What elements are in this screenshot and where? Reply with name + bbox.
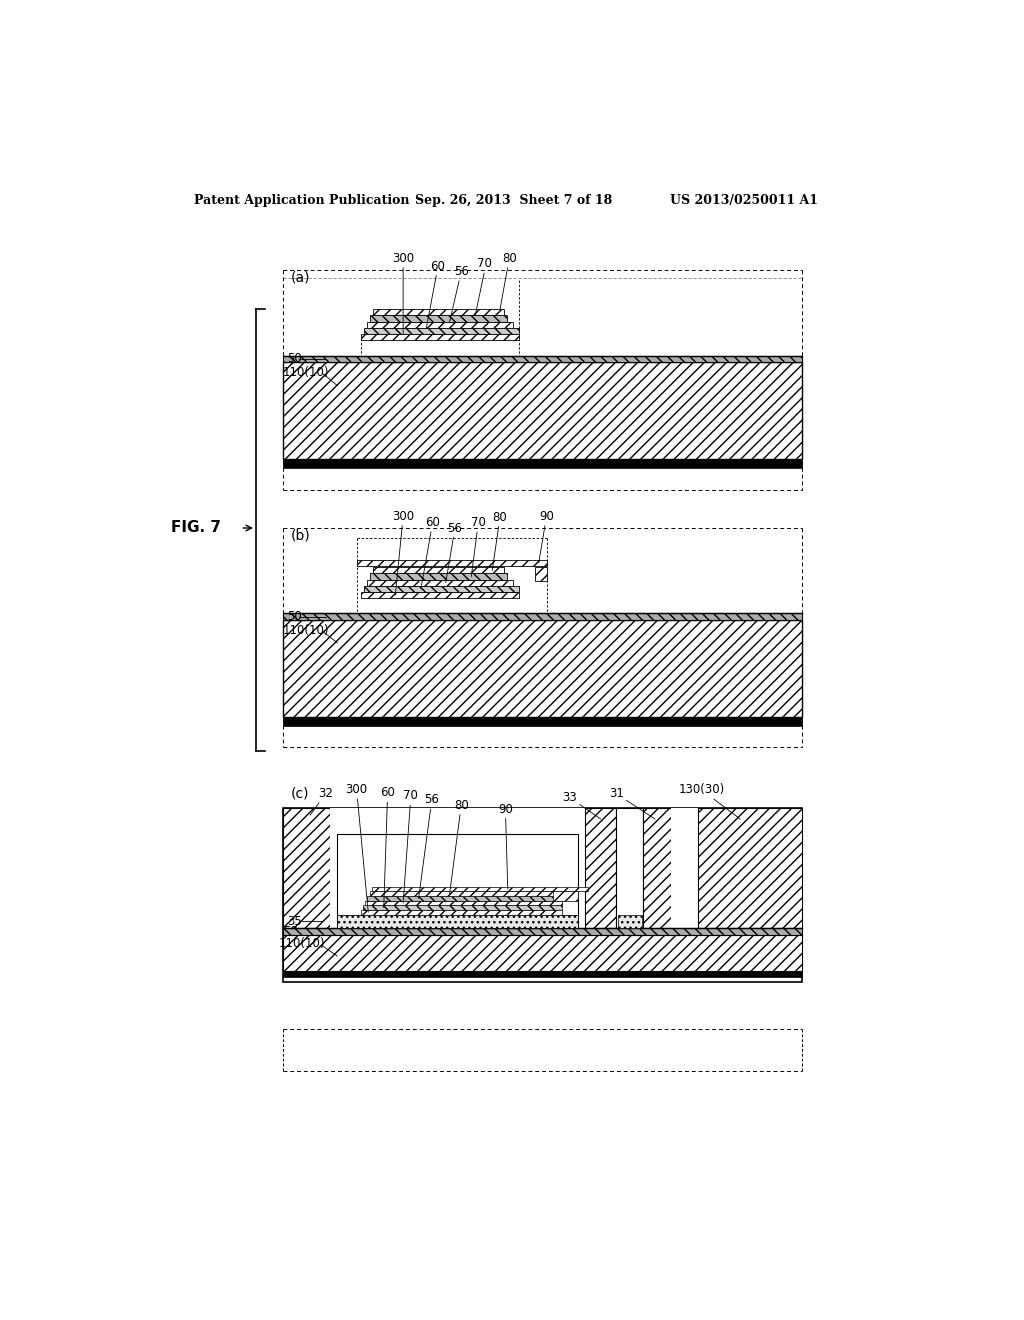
Text: 300: 300 <box>392 510 414 595</box>
Text: 80: 80 <box>450 799 469 894</box>
Bar <box>366 900 562 906</box>
Bar <box>553 891 578 900</box>
Bar <box>373 309 504 315</box>
Text: Patent Application Publication: Patent Application Publication <box>194 194 410 207</box>
Text: 300: 300 <box>345 783 369 912</box>
Bar <box>367 322 513 327</box>
Text: 130(30): 130(30) <box>678 783 740 818</box>
Text: 50: 50 <box>287 352 302 366</box>
Bar <box>283 469 802 490</box>
Bar <box>364 586 519 591</box>
Bar <box>617 915 642 928</box>
Text: 90: 90 <box>498 803 513 890</box>
Text: 110(10): 110(10) <box>283 624 330 638</box>
Text: 300: 300 <box>392 252 414 334</box>
Bar <box>372 887 588 891</box>
Text: 35: 35 <box>287 915 302 928</box>
Text: 50: 50 <box>287 610 302 623</box>
Text: 70: 70 <box>471 516 485 577</box>
Text: 90: 90 <box>539 510 554 562</box>
Text: 31: 31 <box>609 787 655 818</box>
Bar <box>360 334 519 341</box>
Bar <box>697 808 802 928</box>
Bar <box>368 896 562 900</box>
Bar <box>586 808 616 928</box>
Text: (b): (b) <box>291 529 310 543</box>
Text: FIG. 7: FIG. 7 <box>171 520 220 536</box>
Text: Sep. 26, 2013  Sheet 7 of 18: Sep. 26, 2013 Sheet 7 of 18 <box>415 194 612 207</box>
Text: US 2013/0250011 A1: US 2013/0250011 A1 <box>671 194 818 207</box>
Text: 56: 56 <box>445 521 463 582</box>
Text: 110(10): 110(10) <box>283 366 330 379</box>
Text: (c): (c) <box>291 787 309 801</box>
Bar <box>373 568 504 573</box>
Bar <box>330 808 586 928</box>
Bar <box>337 915 578 928</box>
Bar <box>283 362 802 459</box>
Text: 60: 60 <box>380 787 395 908</box>
Bar <box>360 280 519 334</box>
Text: 70: 70 <box>475 257 496 315</box>
Text: 80: 80 <box>500 252 517 309</box>
Bar <box>283 355 802 362</box>
Text: 32: 32 <box>310 787 333 816</box>
Bar <box>616 808 643 928</box>
Bar <box>643 808 671 928</box>
Bar <box>283 614 802 619</box>
Text: (a): (a) <box>291 271 310 285</box>
Text: 56: 56 <box>450 265 469 322</box>
Text: 60: 60 <box>426 260 445 327</box>
Text: 56: 56 <box>419 793 439 899</box>
Bar <box>370 315 507 322</box>
Text: 110(10): 110(10) <box>280 937 326 950</box>
Bar <box>364 327 519 334</box>
Bar <box>360 909 562 915</box>
Bar <box>362 906 562 909</box>
Bar <box>283 808 802 982</box>
Bar <box>283 928 802 935</box>
Bar <box>283 970 802 977</box>
Text: 33: 33 <box>562 791 601 818</box>
Bar <box>283 619 802 717</box>
Bar <box>283 459 802 469</box>
Text: 60: 60 <box>421 516 440 589</box>
Bar <box>367 579 513 586</box>
Bar <box>356 560 547 566</box>
Bar <box>283 808 330 928</box>
Bar <box>535 568 547 581</box>
Bar <box>671 808 697 928</box>
Text: 50: 50 <box>283 925 298 939</box>
Text: 80: 80 <box>493 511 507 570</box>
Text: 70: 70 <box>403 789 419 903</box>
Bar <box>370 891 562 896</box>
Bar <box>360 591 519 598</box>
Bar <box>337 834 578 928</box>
Bar <box>283 935 802 970</box>
Bar <box>283 717 802 726</box>
Bar <box>370 573 507 579</box>
